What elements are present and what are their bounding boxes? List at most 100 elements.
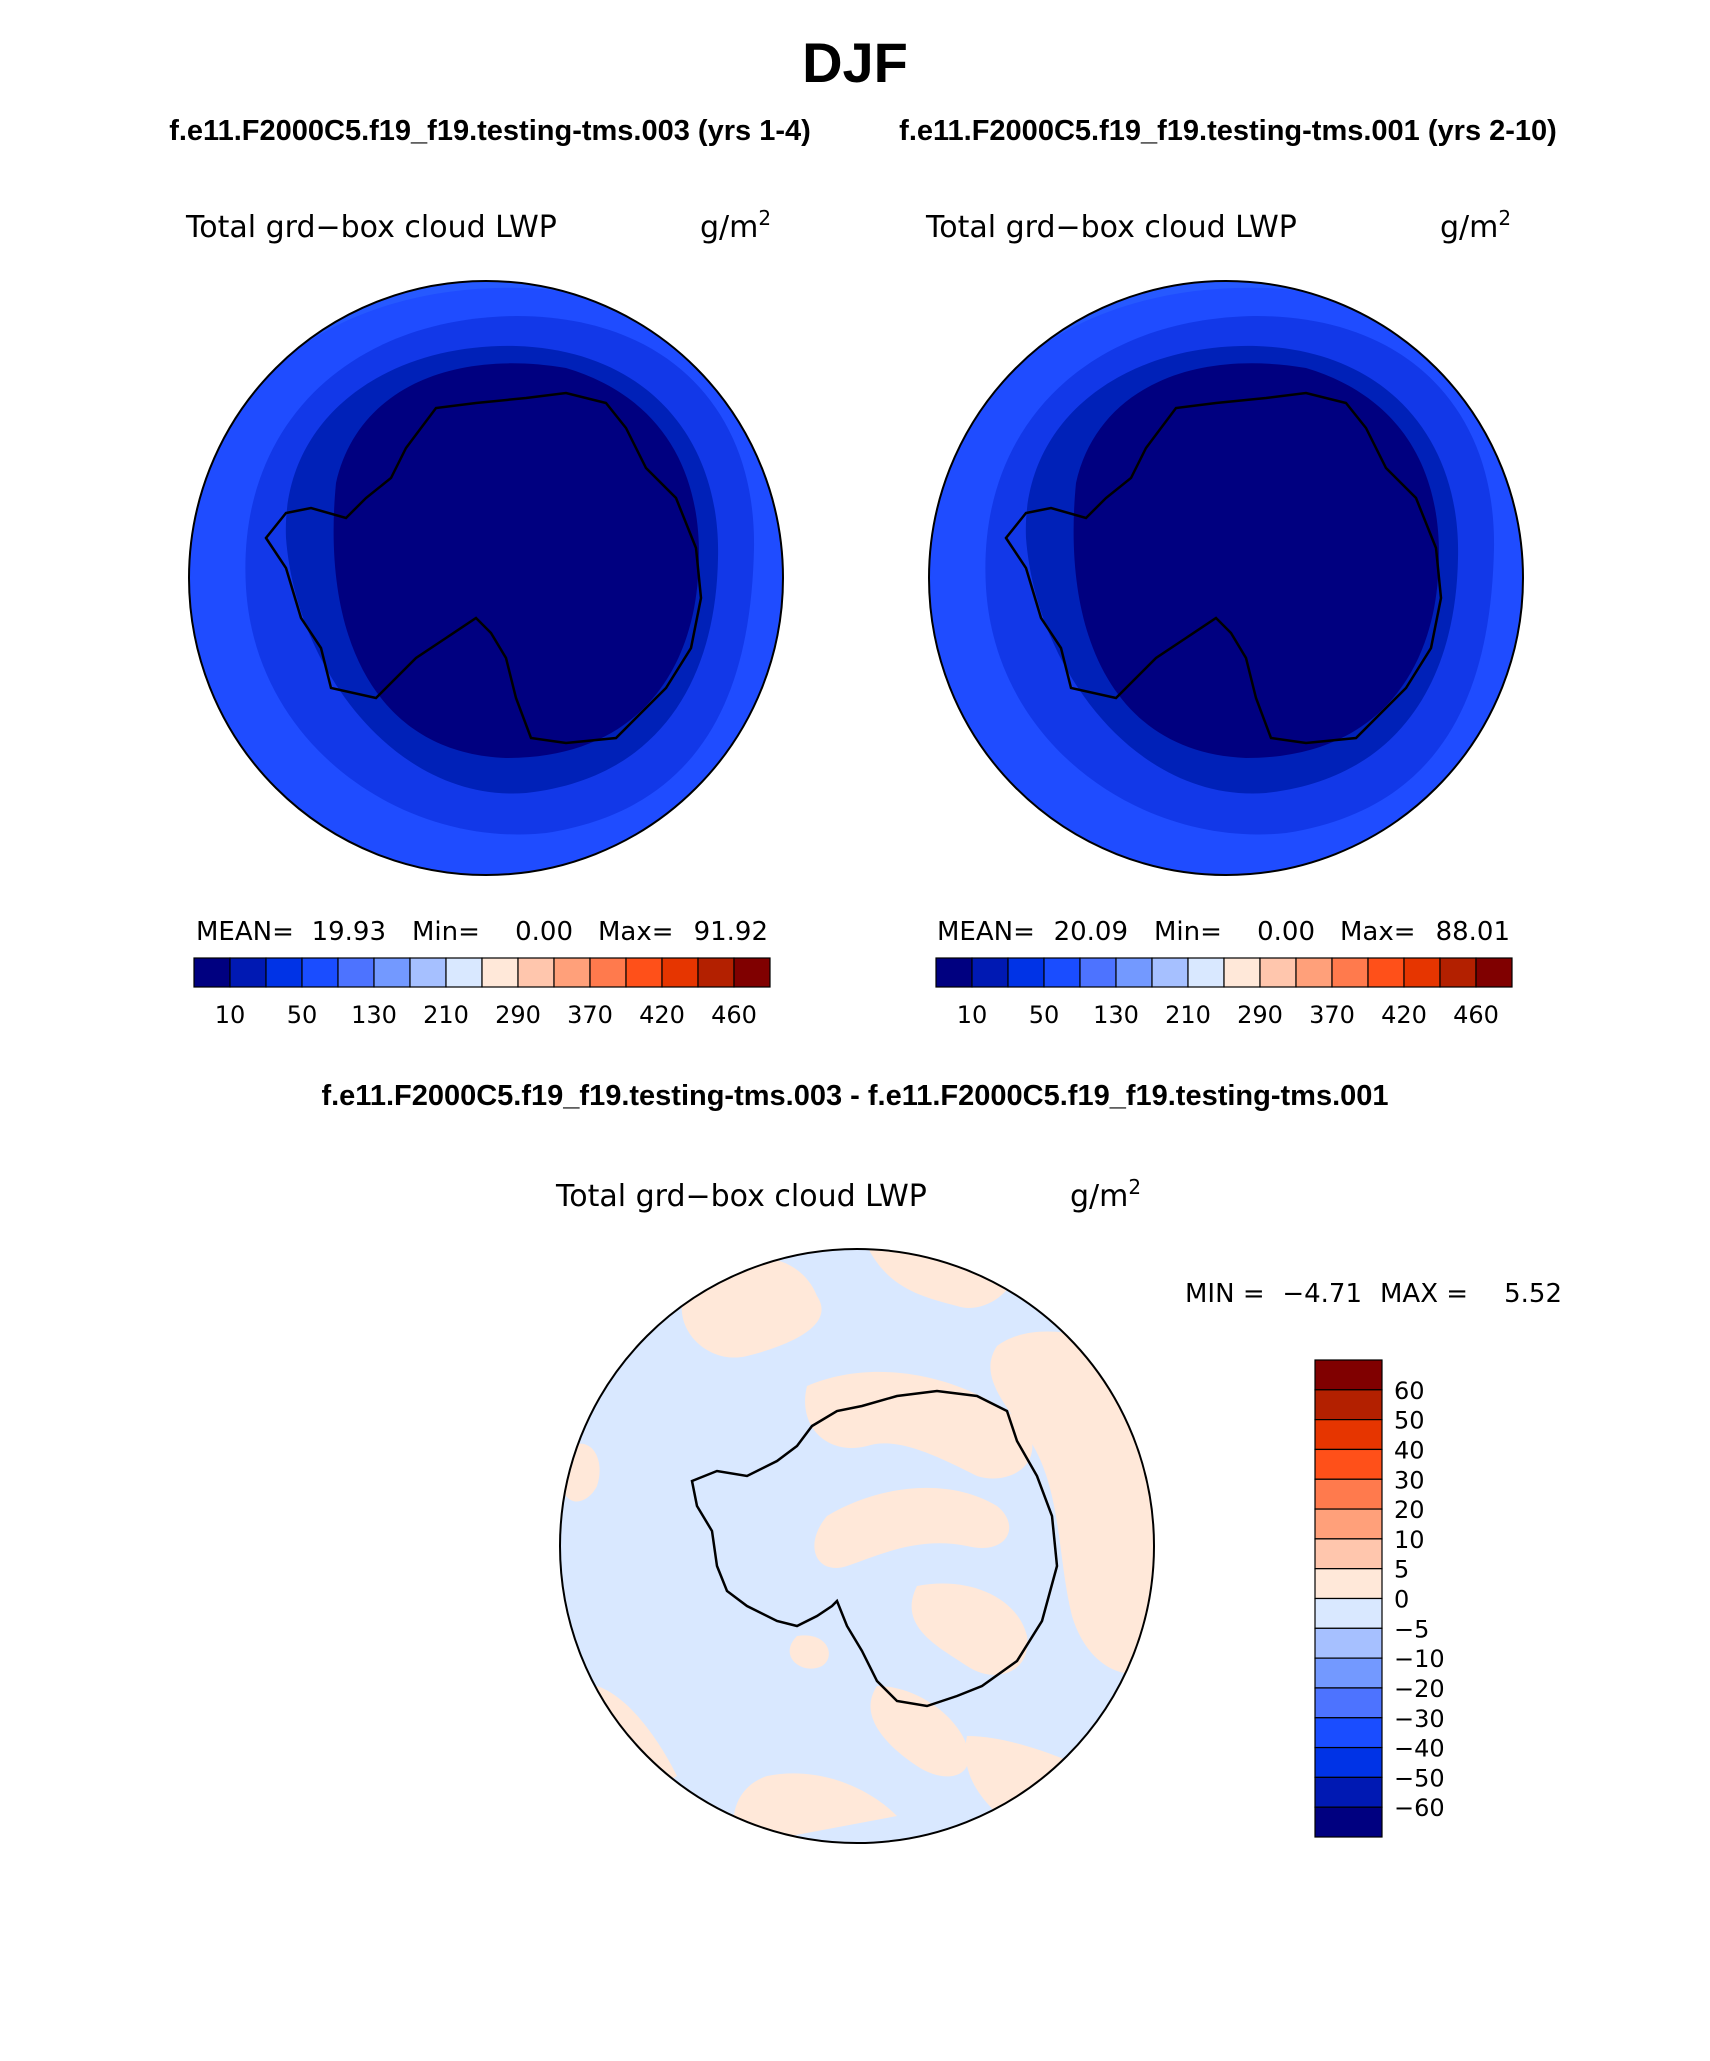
colorbar-tick-label: 210 [1165,1001,1211,1029]
colorbar-swatch [1223,957,1261,988]
min-value: 0.00 [1257,917,1315,947]
colorbar-swatch [1314,1687,1383,1719]
left-variable-title: Total grd−box cloud LWP [185,210,557,245]
colorbar-swatch [409,957,447,988]
colorbar-swatch [1314,1508,1383,1540]
colorbar-swatch [517,957,555,988]
colorbar-swatch [1079,957,1117,988]
colorbar-swatch [1115,957,1153,988]
colorbar-tick-label: 290 [1237,1001,1283,1029]
max-label: Max= [598,917,674,947]
min-label: Min= [412,917,480,947]
colorbar-tick-label: −10 [1394,1645,1445,1673]
colorbar-tick-label: −50 [1394,1764,1445,1792]
right-units-label: g/m2 [1440,206,1511,245]
left-stats: MEAN= 19.93 Min= 0.00 Max= 91.92 [196,917,768,947]
colorbar-swatch [1314,1389,1383,1421]
antarctica-coastline [264,391,703,745]
colorbar-tick-label: 5 [1394,1556,1409,1584]
colorbar-tick-label: 420 [1381,1001,1427,1029]
difference-stats: MIN = −4.71 MAX = 5.52 [1185,1279,1562,1309]
colorbar-tick-label: 20 [1394,1496,1425,1524]
colorbar-tick-label: 210 [423,1001,469,1029]
right-variable-title: Total grd−box cloud LWP [925,210,1297,245]
colorbar-swatch [1367,957,1405,988]
colorbar-tick-label: 460 [1453,1001,1499,1029]
colorbar-tick-label: −60 [1394,1794,1445,1822]
colorbar-tick-label: 40 [1394,1436,1425,1464]
colorbar-swatch [445,957,483,988]
colorbar-swatch [1314,1448,1383,1480]
colorbar-tick-label: 370 [1309,1001,1355,1029]
colorbar-swatch [1259,957,1297,988]
colorbar-swatch [697,957,735,988]
colorbar-swatch [589,957,627,988]
diff-positive-areas [560,1249,1154,1843]
colorbar-swatch [553,957,591,988]
colorbar-tick-label: −5 [1394,1615,1429,1643]
colorbar-tick-label: −20 [1394,1675,1445,1703]
left-colorbar: 10 50 130 210 290 370 420 460 [193,957,771,1029]
colorbar-swatch [229,957,267,988]
colorbar-tick-label: 10 [1394,1526,1425,1554]
colorbar-swatch [481,957,519,988]
colorbar-swatch [1314,1568,1383,1600]
colorbar-swatch [1314,1478,1383,1510]
colorbar-swatch [1295,957,1333,988]
difference-map-panel: Total grd−box cloud LWP g/m2 [555,1175,1562,1844]
colorbar-swatch [1403,957,1441,988]
difference-title: f.e11.F2000C5.f19_f19.testing-tms.003 - … [321,1080,1388,1112]
right-stats: MEAN= 20.09 Min= 0.00 Max= 88.01 [937,917,1510,947]
colorbar-tick-label: 10 [957,1001,988,1029]
max-value: 91.92 [694,917,768,947]
colorbar-swatch [1314,1627,1383,1659]
left-case-title: f.e11.F2000C5.f19_f19.testing-tms.003 (y… [169,115,811,147]
colorbar-tick-label: 50 [287,1001,318,1029]
difference-polar-map [559,1248,1155,1844]
colorbar-swatch [1314,1806,1383,1838]
colorbar-swatch [337,957,375,988]
colorbar-tick-label: −30 [1394,1705,1445,1733]
colorbar-tick-label: 30 [1394,1466,1425,1494]
diff-min-value: −4.71 [1282,1279,1362,1309]
colorbar-swatch [971,957,1009,988]
right-map-panel: Total grd−box cloud LWP g/m2 MEAN= 20.09… [925,206,1524,1029]
colorbar-tick-label: 370 [567,1001,613,1029]
colorbar-tick-label: 10 [215,1001,246,1029]
colorbar-swatch [1314,1419,1383,1451]
diff-min-label: MIN = [1185,1279,1265,1309]
right-polar-map [928,280,1524,876]
colorbar-tick-label: 50 [1029,1001,1060,1029]
antarctica-coastline [1004,391,1443,745]
diff-max-value: 5.52 [1504,1279,1562,1309]
colorbar-swatch [1151,957,1189,988]
colorbar-swatch [733,957,771,988]
colorbar-swatch [1007,957,1045,988]
mean-value: 19.93 [312,917,386,947]
colorbar-tick-label: 420 [639,1001,685,1029]
colorbar-swatch [301,957,339,988]
colorbar-swatch [193,957,231,988]
map-interior [333,363,699,758]
colorbar-swatch [1043,957,1081,988]
map-boundary [928,280,1524,876]
diff-max-label: MAX = [1380,1279,1468,1309]
min-label: Min= [1154,917,1222,947]
colorbar-swatch [1314,1746,1383,1778]
colorbar-swatch [935,957,973,988]
colorbar-swatch [625,957,663,988]
colorbar-swatch [1314,1776,1383,1808]
map-interior [1073,363,1439,758]
right-colorbar: 10 50 130 210 290 370 420 460 [935,957,1513,1029]
colorbar-swatch [1187,957,1225,988]
colorbar-swatch [661,957,699,988]
min-value: 0.00 [515,917,573,947]
antarctica-coastline [690,1389,1059,1708]
colorbar-swatch [265,957,303,988]
colorbar-tick-label: 130 [1093,1001,1139,1029]
colorbar-tick-label: 460 [711,1001,757,1029]
mean-value: 20.09 [1054,917,1128,947]
season-title: DJF [802,31,908,94]
map-boundary [188,280,784,876]
